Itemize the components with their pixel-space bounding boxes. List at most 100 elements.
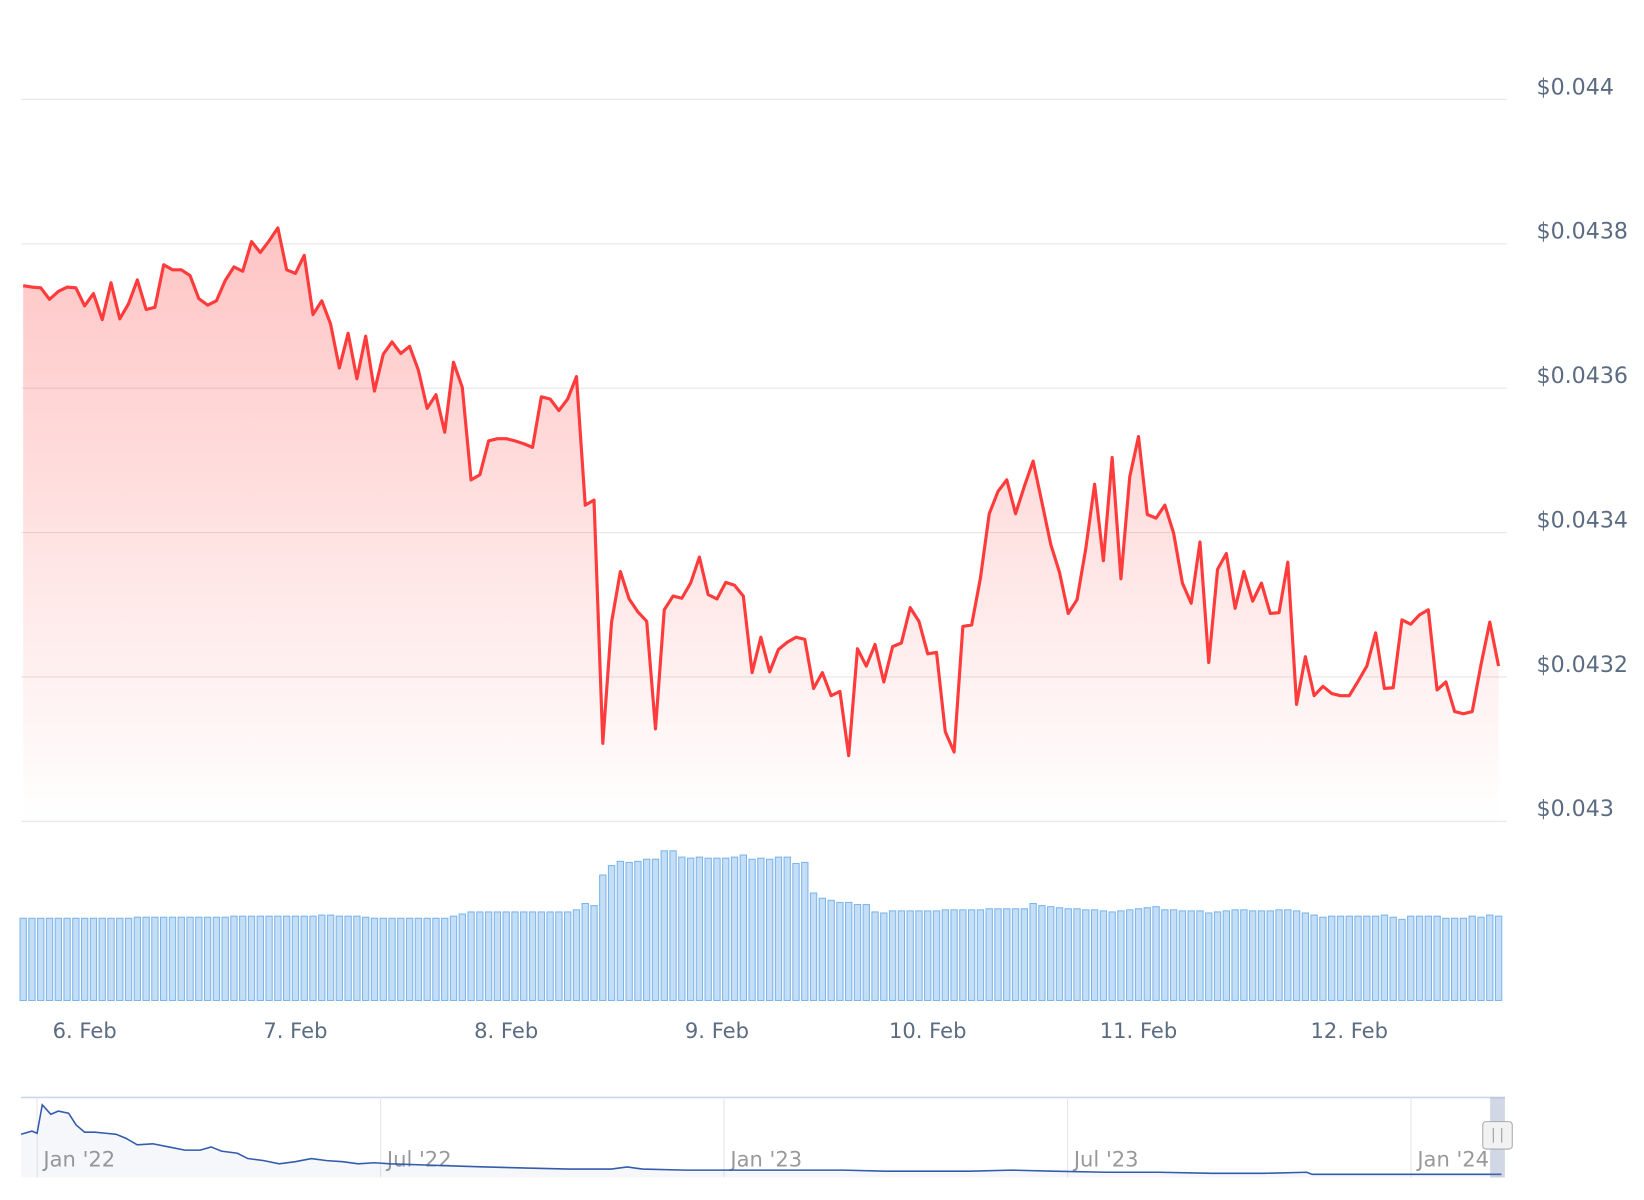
volume-bar [318,914,326,1001]
volume-bar [1064,908,1072,1001]
volume-bar [54,917,63,1001]
y-tick-label: $0.0438 [1537,219,1629,245]
navigator-handle [1482,1121,1513,1150]
volume-bar [63,917,71,1001]
volume-bar [230,915,238,1001]
volume-bar [379,917,387,1001]
volume-bar [643,858,651,1001]
volume-bar [405,917,414,1001]
volume-bar [774,856,783,1001]
volume-bar [1398,918,1406,1001]
volume-bar [133,916,142,1001]
navigator-tick-label: Jul '23 [1072,1147,1139,1172]
volume-bar [871,911,879,1001]
navigator-tick-label: Jan '24 [1415,1147,1489,1172]
volume-bar [1415,915,1424,1001]
y-tick-label: $0.0434 [1537,507,1629,533]
volume-bar [1143,907,1151,1001]
x-tick-label: 9. Feb [685,1018,749,1043]
volume-bar [932,910,941,1001]
volume-bar [361,916,370,1001]
volume-bar [686,857,695,1001]
volume-bar [809,892,818,1001]
volume-bar [906,910,914,1001]
volume-bar [449,915,458,1001]
volume-bar [1389,916,1397,1001]
volume-bar [555,911,563,1001]
volume-bar [599,874,607,1001]
volume-bar [976,909,985,1001]
volume-bar [818,897,827,1001]
volume-bar [616,860,625,1001]
volume-bar [959,909,967,1001]
volume-bar [730,856,739,1001]
volume-bar [1284,909,1292,1001]
volume-bar [370,917,379,1001]
volume-bar [1213,911,1222,1001]
volume-bar [897,910,906,1001]
volume-bar [414,917,423,1001]
volume-bar [256,915,264,1001]
volume-bar [203,916,212,1001]
volume-bar [300,915,308,1001]
volume-bar [282,915,291,1001]
volume-bar [344,915,352,1001]
y-tick-label: $0.044 [1537,74,1614,100]
volume-bar [511,911,519,1001]
volume-bar [326,914,335,1001]
volume-bar [836,901,844,1001]
volume-bar [291,915,300,1001]
x-tick-label: 10. Feb [889,1018,966,1043]
volume-bar [1407,915,1415,1001]
volume-bar [107,917,115,1001]
volume-bar [985,908,993,1001]
volume-bar [888,910,897,1001]
volume-bar [765,858,774,1001]
volume-bar [1046,906,1055,1001]
volume-bar [634,860,642,1001]
volume-bar [880,912,888,1001]
volume-bar [186,916,194,1001]
volume-bar [265,915,273,1001]
volume-bar [1126,909,1134,1001]
volume-bar [827,899,835,1001]
volume-bar [563,911,572,1001]
volume-bar [783,856,791,1001]
volume-bar [1433,915,1441,1001]
volume-bar [1187,910,1195,1001]
volume-bar [792,862,800,1001]
volume-bar [397,917,405,1001]
volume-bar [1363,915,1371,1001]
volume-bar [590,905,598,1001]
volume-bar [168,916,177,1001]
volume-bar [1134,908,1143,1001]
volume-bar [28,917,36,1001]
volume-bar [1055,907,1064,1001]
volume-bar [607,865,616,1001]
navigator-area [21,1104,1502,1178]
volume-bar [994,908,1002,1001]
volume-bar [1090,909,1099,1001]
y-tick-label: $0.0432 [1537,652,1629,678]
volume-bar [1003,908,1011,1001]
volume-bar [98,917,106,1001]
volume-bar [537,911,546,1001]
navigator-tick-label: Jul '22 [385,1147,452,1172]
volume-bar [467,911,475,1001]
volume-bar [335,915,344,1001]
volume-bar [757,857,765,1001]
volume-bar [160,916,168,1001]
volume-bar [124,917,133,1001]
volume-bar [19,917,27,1001]
volume-bar [748,858,756,1001]
volume-bar [1450,917,1459,1001]
volume-bar [353,915,361,1001]
navigator-tick-label: Jan '22 [41,1147,115,1172]
volume-bar [1205,912,1213,1001]
volume-bar [678,856,686,1001]
volume-bar [458,913,466,1001]
volume-bar [1354,915,1362,1001]
volume-bar [1108,911,1116,1001]
